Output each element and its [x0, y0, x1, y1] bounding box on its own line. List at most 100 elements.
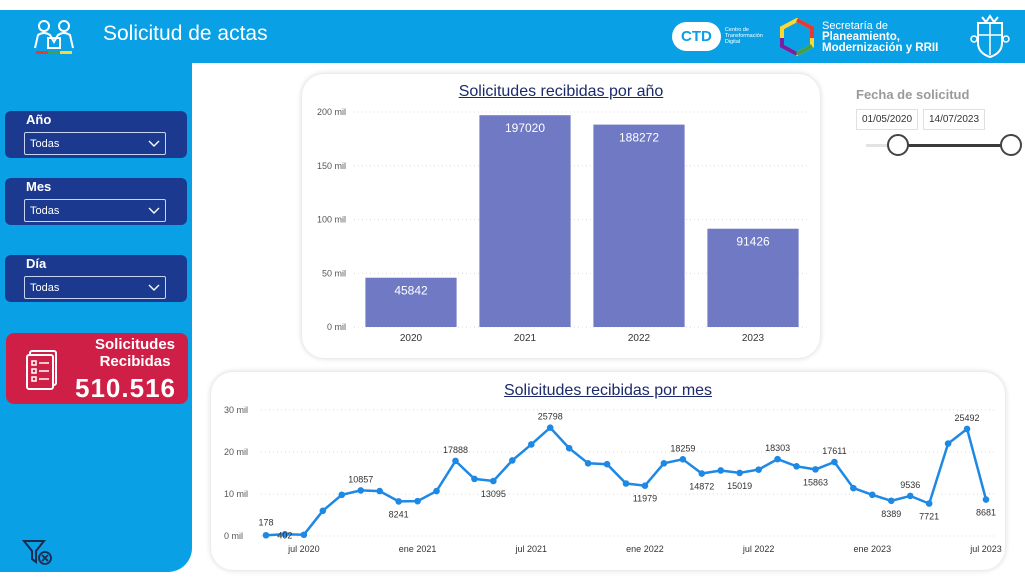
secretaria-line-2: Planeamiento,: [822, 30, 900, 43]
date-slider-range: [897, 144, 1010, 147]
point-data-label: 8389: [881, 509, 901, 519]
data-point: [660, 460, 668, 467]
ctd-text: Centro de Transformación Digital: [724, 27, 763, 45]
data-point: [338, 491, 346, 499]
x-tick-label: jul 2023: [969, 544, 1002, 554]
x-tick-label: 2020: [400, 333, 423, 344]
y-tick-label: 10 mil: [224, 489, 248, 499]
filter-month-label: Mes: [26, 179, 52, 194]
x-tick-label: jul 2020: [287, 544, 320, 554]
day-select-value: Todas: [30, 282, 60, 294]
yearly-bar-chart: 0 mil 50 mil 100 mil 150 mil 200 mil 45842 202…: [317, 107, 810, 344]
filter-day: Día Todas: [5, 255, 187, 302]
x-tick-label: ene 2023: [854, 544, 892, 554]
ctd-badge: CTD: [672, 21, 721, 51]
date-end-input[interactable]: 14/07/2023: [923, 109, 985, 130]
point-data-label: 11979: [633, 494, 657, 504]
monthly-chart-card: Solicitudes recibidas por mes 0 mil 10 mi…: [211, 372, 1005, 570]
point-data-label: 15863: [803, 477, 828, 487]
data-point: [679, 456, 687, 463]
date-start-input[interactable]: 01/05/2020: [856, 109, 918, 130]
data-point: [565, 444, 573, 452]
data-point: [357, 487, 365, 494]
day-select[interactable]: Todas: [24, 276, 166, 299]
kpi-title-line-1: Solicitudes: [94, 336, 176, 353]
point-data-label: 18303: [765, 443, 790, 453]
document-list-icon: [26, 350, 57, 390]
point-data-label: 17888: [443, 445, 468, 455]
header-bar: Solicitud de actas CTD Centro de Transfo…: [0, 10, 1025, 63]
point-data-label: 8241: [389, 509, 409, 519]
bar: [365, 277, 457, 327]
yearly-chart-title: Solicitudes recibidas por año: [458, 83, 664, 100]
data-point: [281, 531, 289, 538]
data-point: [641, 482, 649, 489]
secretaria-line-3: Modernización y RRII: [822, 41, 939, 54]
secretaria-emblem-icon: [780, 18, 814, 56]
x-tick-label: 2021: [514, 333, 537, 344]
city-seal-icon: [970, 14, 1010, 59]
point-data-label: 7721: [919, 512, 939, 522]
data-point: [963, 425, 971, 433]
filter-year: Año Todas: [5, 111, 187, 158]
data-point: [319, 507, 327, 515]
point-data-label: 9536: [900, 480, 920, 490]
chevron-down-icon: [148, 284, 160, 291]
secretaria-logo: Secretaría de Planeamiento, Modernizació…: [778, 18, 938, 56]
data-point: [831, 458, 838, 466]
point-data-label: 18259: [670, 443, 695, 453]
date-filter-title: Fecha de solicitud: [856, 87, 970, 102]
month-select-value: Todas: [30, 205, 60, 217]
x-tick-label: 2022: [628, 333, 651, 344]
year-select[interactable]: Todas: [24, 132, 166, 155]
data-point: [869, 491, 876, 499]
chevron-down-icon: [148, 140, 160, 147]
chevron-down-icon: [148, 207, 160, 214]
data-point: [622, 480, 630, 487]
data-point: [887, 497, 895, 505]
x-tick-label: jul 2022: [742, 544, 775, 554]
filter-day-label: Día: [26, 256, 47, 271]
y-tick-label: 30 mil: [224, 405, 248, 415]
point-data-label: 17611: [822, 446, 846, 456]
kpi-title: Solicitudes Recibidas: [82, 336, 188, 370]
x-tick-label: jul 2021: [514, 544, 547, 554]
monthly-line-chart: 0 mil 10 mil 20 mil 30 mil jul 2020 ene 2021 j…: [224, 405, 1002, 554]
date-slider-end-handle[interactable]: [1000, 134, 1022, 156]
kpi-card: Solicitudes Recibidas 510.516: [6, 333, 188, 404]
y-tick-label: 50 mil: [322, 268, 346, 278]
y-tick-label: 0 mil: [224, 531, 243, 541]
x-tick-label: 2023: [742, 333, 765, 344]
date-slider-start-handle[interactable]: [887, 134, 909, 156]
bar-data-label: 91426: [736, 235, 770, 249]
app-title: Solicitud de actas: [103, 22, 268, 45]
x-tick-label: ene 2022: [626, 544, 664, 554]
x-tick-label: ene 2021: [399, 544, 437, 554]
y-tick-label: 20 mil: [224, 447, 248, 457]
data-point: [755, 466, 762, 473]
data-point: [395, 498, 402, 505]
kpi-title-line-2: Recibidas: [99, 353, 171, 370]
point-data-label: 10857: [348, 474, 373, 484]
data-point: [490, 477, 497, 485]
bar: [707, 228, 799, 327]
point-data-label: 402: [277, 530, 292, 540]
point-data-label: 8681: [976, 508, 996, 518]
point-data-label: 13095: [481, 489, 506, 499]
secretaria-text: Secretaría de Planeamiento, Modernizació…: [822, 19, 939, 54]
data-point: [603, 460, 611, 468]
data-point: [906, 492, 914, 500]
data-point: [433, 487, 440, 495]
y-tick-label: 150 mil: [317, 161, 346, 171]
data-point: [774, 455, 781, 463]
data-point: [736, 469, 743, 477]
ctd-logo: CTD Centro de Transformación Digital: [672, 20, 769, 52]
clear-filters-icon[interactable]: [22, 538, 54, 566]
month-select[interactable]: Todas: [24, 199, 166, 222]
data-point: [793, 462, 800, 470]
filter-year-label: Año: [26, 112, 52, 127]
data-point: [698, 470, 706, 477]
point-data-label: 14872: [689, 482, 714, 492]
y-tick-label: 0 mil: [327, 322, 346, 332]
secretaria-line-1: Secretaría de: [822, 19, 889, 32]
